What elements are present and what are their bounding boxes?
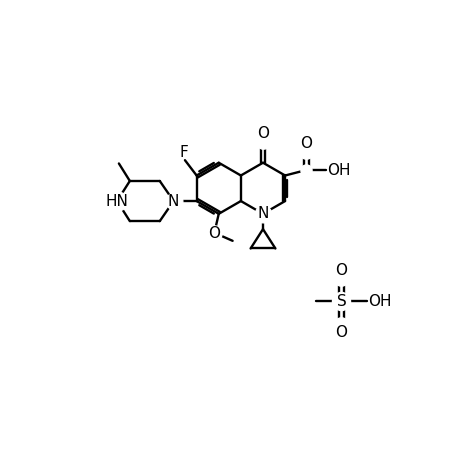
Text: O: O: [301, 136, 312, 151]
Text: O: O: [336, 263, 347, 278]
Text: OH: OH: [368, 294, 392, 309]
Text: O: O: [209, 226, 220, 241]
Text: O: O: [257, 126, 269, 141]
Text: F: F: [180, 146, 189, 160]
Text: N: N: [168, 193, 179, 209]
Text: HN: HN: [106, 193, 128, 209]
Text: N: N: [257, 206, 269, 221]
Text: OH: OH: [328, 163, 351, 178]
Text: O: O: [336, 325, 347, 340]
Text: S: S: [337, 294, 346, 309]
